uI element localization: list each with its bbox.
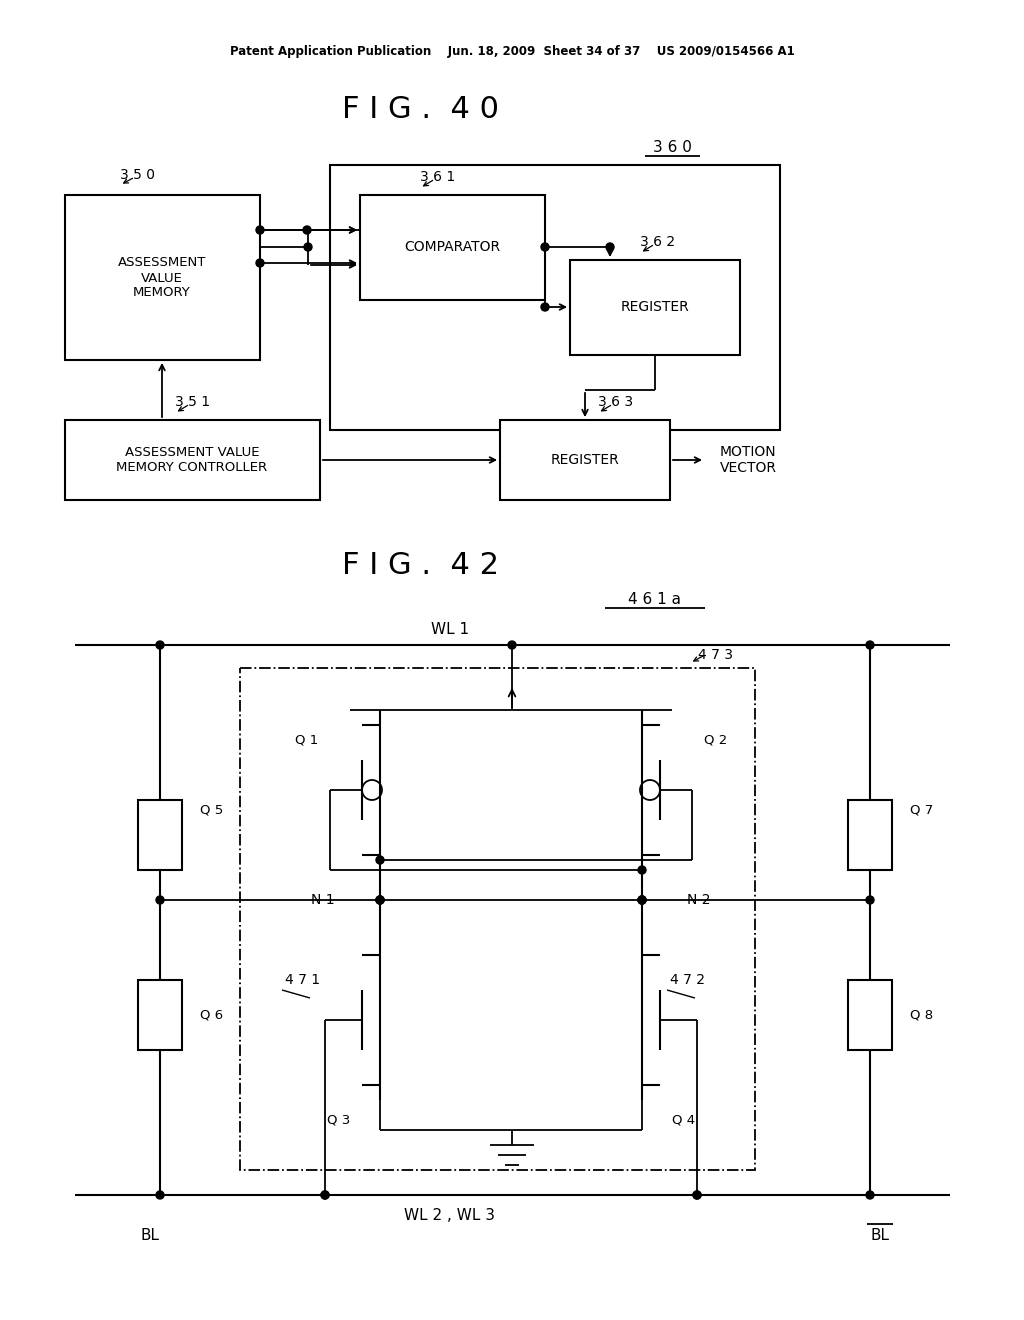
Text: 3 6 0: 3 6 0	[652, 140, 691, 156]
Circle shape	[606, 243, 614, 251]
Text: ASSESSMENT VALUE
MEMORY CONTROLLER: ASSESSMENT VALUE MEMORY CONTROLLER	[117, 446, 267, 474]
Bar	[65, 420, 319, 500]
Circle shape	[376, 855, 384, 865]
Text: WL 1: WL 1	[431, 623, 469, 638]
Circle shape	[693, 1191, 701, 1199]
Text: 3 6 2: 3 6 2	[640, 235, 675, 249]
Circle shape	[256, 226, 264, 234]
Circle shape	[638, 866, 646, 874]
Circle shape	[638, 896, 646, 904]
Circle shape	[256, 259, 264, 267]
Circle shape	[541, 304, 549, 312]
Circle shape	[304, 243, 312, 251]
Bar	[65, 195, 260, 360]
Text: Q 5: Q 5	[200, 804, 223, 817]
Circle shape	[156, 896, 164, 904]
Circle shape	[156, 642, 164, 649]
Text: Q 1: Q 1	[295, 734, 318, 747]
Circle shape	[638, 896, 646, 904]
Circle shape	[866, 896, 874, 904]
Circle shape	[638, 896, 646, 904]
Text: WL 2 , WL 3: WL 2 , WL 3	[404, 1208, 496, 1222]
Bar	[848, 800, 892, 870]
Text: 4 7 1: 4 7 1	[285, 973, 321, 987]
Text: ASSESSMENT
VALUE
MEMORY: ASSESSMENT VALUE MEMORY	[118, 256, 206, 300]
Circle shape	[376, 896, 384, 904]
Text: 4 7 3: 4 7 3	[698, 648, 733, 663]
Text: 4 6 1 a: 4 6 1 a	[629, 593, 682, 607]
Text: N 2: N 2	[687, 894, 711, 907]
Text: COMPARATOR: COMPARATOR	[403, 240, 500, 253]
Bar	[138, 979, 182, 1049]
Circle shape	[541, 243, 549, 251]
Text: Patent Application Publication    Jun. 18, 2009  Sheet 34 of 37    US 2009/01545: Patent Application Publication Jun. 18, …	[229, 45, 795, 58]
Bar	[360, 195, 545, 300]
Bar	[330, 165, 780, 430]
Text: F I G .  4 0: F I G . 4 0	[341, 95, 499, 124]
Text: N 1: N 1	[311, 894, 335, 907]
Text: 3 6 1: 3 6 1	[420, 170, 456, 183]
Text: Q 7: Q 7	[910, 804, 933, 817]
Bar	[500, 420, 670, 500]
Text: 4 7 2: 4 7 2	[670, 973, 705, 987]
Text: Q 6: Q 6	[200, 1008, 223, 1022]
Text: REGISTER: REGISTER	[621, 300, 689, 314]
Circle shape	[156, 1191, 164, 1199]
Text: 3 5 0: 3 5 0	[120, 168, 155, 182]
Text: BL: BL	[870, 1228, 890, 1242]
Circle shape	[303, 226, 311, 234]
Text: F I G .  4 2: F I G . 4 2	[341, 550, 499, 579]
Bar	[570, 260, 740, 355]
Text: Q 4: Q 4	[672, 1114, 695, 1126]
Bar	[848, 979, 892, 1049]
Text: MOTION
VECTOR: MOTION VECTOR	[720, 445, 777, 475]
Circle shape	[866, 642, 874, 649]
Bar	[138, 800, 182, 870]
Text: 3 6 3: 3 6 3	[598, 395, 633, 409]
Text: Q 8: Q 8	[910, 1008, 933, 1022]
Circle shape	[376, 896, 384, 904]
Circle shape	[693, 1191, 701, 1199]
Circle shape	[866, 1191, 874, 1199]
Text: 3 5 1: 3 5 1	[175, 395, 210, 409]
Text: Q 3: Q 3	[327, 1114, 350, 1126]
Circle shape	[321, 1191, 329, 1199]
Circle shape	[376, 896, 384, 904]
Circle shape	[321, 1191, 329, 1199]
Text: Q 2: Q 2	[703, 734, 727, 747]
Circle shape	[508, 642, 516, 649]
Text: BL: BL	[140, 1228, 160, 1242]
Text: REGISTER: REGISTER	[551, 453, 620, 467]
Bar	[240, 668, 755, 1170]
